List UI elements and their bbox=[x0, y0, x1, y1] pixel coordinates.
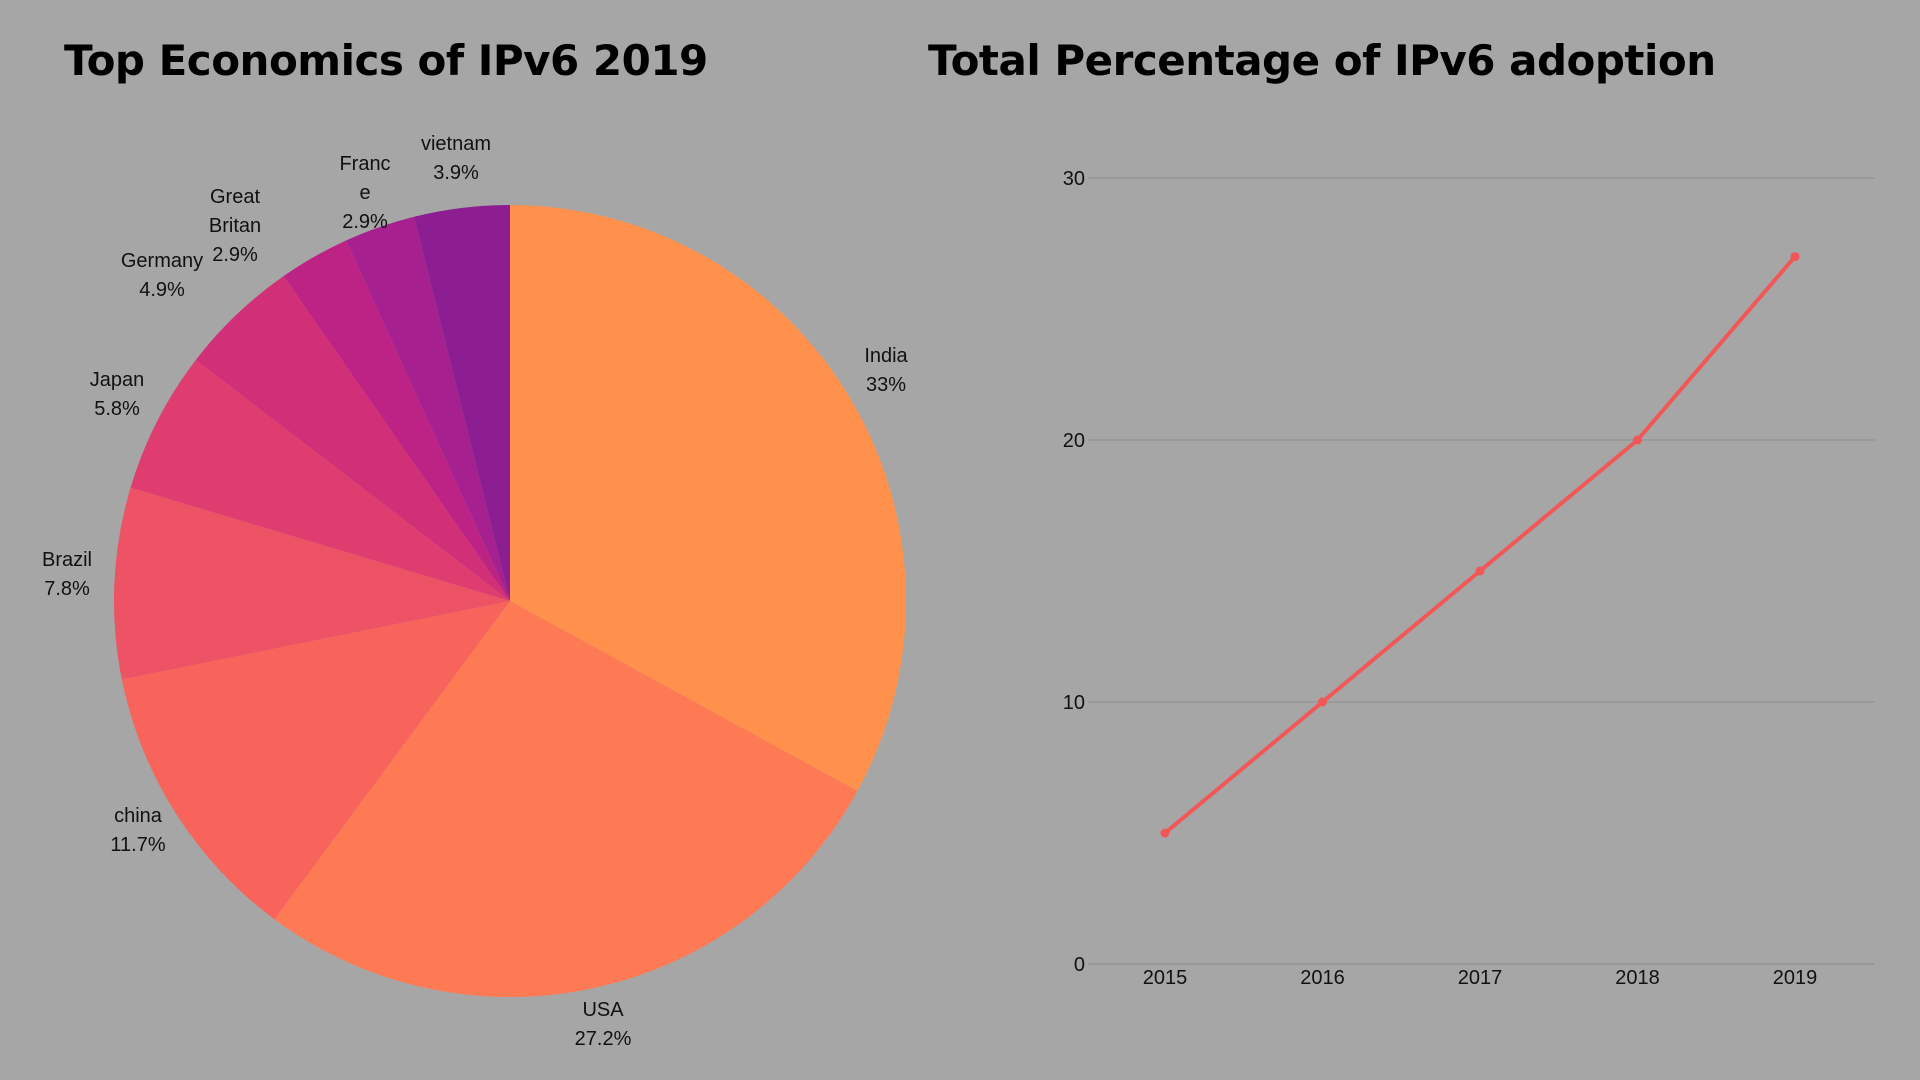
x-tick-label: 2017 bbox=[1458, 967, 1503, 989]
pie-slice-china bbox=[121, 601, 511, 920]
data-point-2017 bbox=[1475, 566, 1485, 576]
pie-slice-germany bbox=[195, 276, 511, 601]
x-tick-label: 2018 bbox=[1615, 967, 1660, 989]
y-tick-label: 10 bbox=[1063, 692, 1085, 714]
y-tick-label: 0 bbox=[1074, 954, 1085, 976]
x-tick-label: 2016 bbox=[1300, 967, 1345, 989]
series-line bbox=[1163, 254, 1797, 835]
pie-chart-title: Top Economics of IPv6 2019 bbox=[64, 36, 708, 85]
pie-slice-japan bbox=[130, 359, 511, 601]
y-tick-label: 30 bbox=[1063, 168, 1085, 190]
x-tick-label: 2015 bbox=[1143, 967, 1188, 989]
data-point-2016 bbox=[1318, 697, 1327, 707]
pie-slice-great-britan bbox=[283, 240, 510, 602]
pie-slice-france bbox=[346, 216, 510, 601]
data-point-2015 bbox=[1160, 828, 1170, 838]
pie-label-india: India 33% bbox=[864, 345, 908, 396]
pie-label-vietnam: vietnam 3.9% bbox=[421, 133, 491, 184]
x-tick-label: 2019 bbox=[1773, 967, 1818, 989]
y-tick-label: 20 bbox=[1063, 430, 1085, 452]
pie-label-great-britan: Great Britan 2.9% bbox=[209, 186, 261, 266]
data-point-2018 bbox=[1633, 435, 1642, 445]
line-chart-title: Total Percentage of IPv6 adoption bbox=[928, 36, 1716, 85]
pie-slice-india bbox=[510, 205, 906, 792]
pie-label-japan: Japan 5.8% bbox=[90, 369, 145, 420]
pie-slice-brazil bbox=[114, 487, 510, 680]
pie-slice-usa bbox=[274, 601, 858, 997]
pie-label-brazil: Brazil 7.8% bbox=[42, 549, 92, 600]
pie-label-france: Franc e 2.9% bbox=[339, 153, 390, 233]
pie-label-china: china 11.7% bbox=[110, 805, 165, 856]
pie-label-germany: Germany 4.9% bbox=[121, 250, 203, 301]
data-point-2019 bbox=[1790, 252, 1800, 262]
pie-label-usa: USA 27.2% bbox=[575, 999, 632, 1050]
pie-chart: India 33% USA 27.2% china 11.7% Brazil 7.8% Japa… bbox=[42, 133, 909, 1050]
pie-slice-vietnam bbox=[414, 205, 510, 601]
